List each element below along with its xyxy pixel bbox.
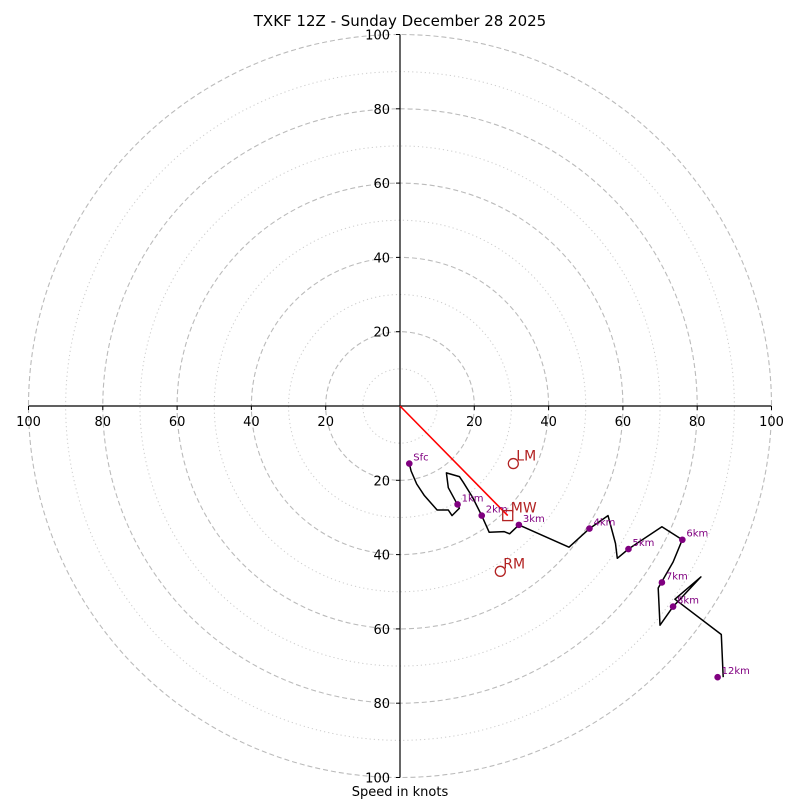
y-tick-label: 80: [373, 697, 390, 712]
y-tick-label: 20: [373, 474, 390, 489]
shear-vector: [399, 405, 509, 517]
height-marker-12km: [714, 673, 721, 681]
x-tick-label: 80: [95, 415, 112, 430]
height-label-Sfc: Sfc: [413, 453, 428, 464]
motion-marker-MW: [502, 509, 514, 522]
y-tick-label: 80: [373, 103, 390, 118]
height-marker-Sfc: [405, 460, 413, 467]
motion-marker-RM: [494, 565, 506, 577]
height-marker-8km: [669, 603, 677, 610]
height-marker-3km: [515, 521, 523, 529]
y-tick-label: 60: [373, 623, 390, 638]
motion-label-MW: MW: [511, 501, 537, 517]
hodograph-trace: [408, 463, 724, 678]
x-tick-label: 100: [16, 415, 41, 430]
x-tick-label: 60: [615, 415, 632, 430]
height-label-1km: 1km: [462, 493, 484, 504]
x-tick-label: 60: [169, 415, 186, 430]
height-label-7km: 7km: [666, 571, 688, 582]
height-label-6km: 6km: [686, 529, 708, 540]
axis-ticks: 100 80 60 40 20 20 40 60 80 100 100 80 60 40 20 20 40 60 8…: [16, 29, 784, 787]
height-marker-1km: [454, 501, 461, 508]
x-tick-label: 80: [689, 415, 706, 430]
height-marker-5km: [625, 545, 632, 553]
height-label-2km: 2km: [486, 505, 508, 516]
y-tick-label: 40: [373, 549, 390, 564]
chart-title: TXKF 12Z - Sunday December 28 2025: [253, 12, 546, 30]
x-tick-label: 40: [540, 415, 557, 430]
height-label-3km: 3km: [523, 514, 545, 525]
height-label-4km: 4km: [593, 518, 615, 529]
storm-motions: LM MW RM: [494, 449, 537, 577]
x-tick-label: 40: [243, 415, 260, 430]
y-tick-label: 100: [365, 772, 390, 787]
y-tick-label: 40: [373, 251, 390, 266]
hodograph-line: [408, 463, 724, 678]
height-marker-4km: [586, 525, 593, 532]
x-axis-label: Speed in knots: [352, 785, 449, 800]
height-label-12km: 12km: [722, 666, 750, 677]
x-tick-label: 20: [466, 415, 483, 430]
shear-vector-line: [399, 405, 509, 517]
height-label-5km: 5km: [632, 538, 654, 549]
y-tick-label: 100: [365, 29, 390, 44]
motion-marker-LM: [507, 457, 519, 470]
x-tick-label: 100: [759, 415, 784, 430]
x-tick-label: 20: [317, 415, 334, 430]
height-label-8km: 8km: [677, 596, 699, 607]
y-tick-label: 60: [373, 177, 390, 192]
height-marker-6km: [679, 536, 686, 544]
motion-label-RM: RM: [503, 556, 525, 572]
y-tick-label: 20: [373, 326, 390, 341]
motion-label-LM: LM: [516, 449, 536, 465]
height-marker-7km: [658, 579, 666, 586]
height-marker-2km: [478, 512, 486, 519]
